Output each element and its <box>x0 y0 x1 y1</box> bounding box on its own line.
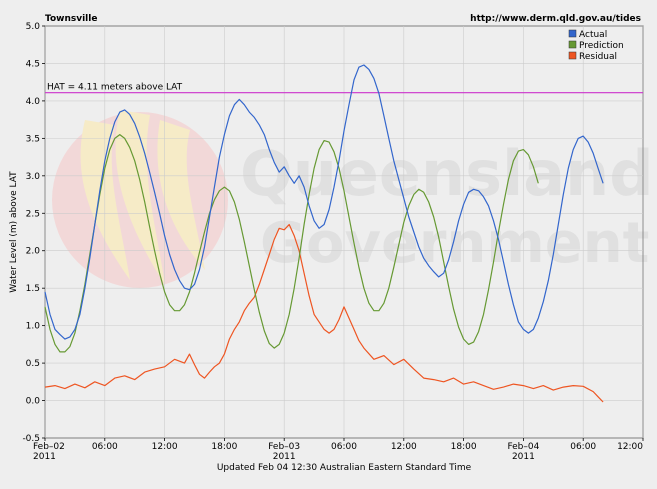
x-tick-sublabel: 2011 <box>33 452 56 462</box>
x-tick-sublabel: 2011 <box>273 452 296 462</box>
y-tick-label: 4.0 <box>26 97 41 107</box>
x-tick-label: 18:00 <box>211 442 237 452</box>
legend-label-residual: Residual <box>579 52 617 62</box>
series-lines <box>44 64 604 403</box>
series-line-prediction <box>44 134 539 353</box>
plot-area: HAT = 4.11 meters above LAT -0.5 0.0 0.5 1.… <box>22 22 644 462</box>
y-axis-label: Water Level (m) above LAT <box>9 171 19 293</box>
y-tick-label: 2.5 <box>26 209 40 219</box>
x-tick-label: 12:00 <box>152 442 178 452</box>
legend-swatch-prediction <box>568 40 577 49</box>
watermark-word-queensland: Queensland <box>240 137 654 210</box>
source-url: http://www.derm.qld.gov.au/tides <box>470 14 641 24</box>
legend-label-prediction: Prediction <box>579 41 624 51</box>
y-tick-label: 0.5 <box>26 359 40 369</box>
hat-label: HAT = 4.11 meters above LAT <box>47 83 183 93</box>
legend-label-actual: Actual <box>579 30 607 40</box>
y-tick-label: 3.0 <box>26 172 41 182</box>
footer-updated: Updated Feb 04 12:30 Australian Eastern … <box>217 463 472 473</box>
x-tick-label: 12:00 <box>391 442 417 452</box>
legend-swatch-residual <box>568 51 577 60</box>
x-tick-label: 12:00 <box>617 442 643 452</box>
y-tick-label: 0.0 <box>26 397 41 407</box>
x-tick-label: 06:00 <box>331 442 357 452</box>
x-tick-label: 18:00 <box>451 442 477 452</box>
series-line-residual <box>44 223 604 403</box>
x-tick-label: 06:00 <box>570 442 596 452</box>
x-tick-sublabel: 2011 <box>512 452 535 462</box>
watermark-flame <box>80 120 130 280</box>
watermark-word-government: Government <box>260 211 649 276</box>
y-tick-label: 1.5 <box>26 284 40 294</box>
queensland-government-watermark: Queensland Government <box>52 110 654 288</box>
y-tick-label: 2.0 <box>26 247 41 257</box>
watermark-flame <box>157 120 205 270</box>
x-tick-label: Feb–02 <box>33 442 65 452</box>
chart-title: Townsville <box>45 14 97 24</box>
y-tick-label: 4.5 <box>26 59 40 69</box>
legend-swatch-actual <box>568 29 577 38</box>
x-tick-label: Feb–03 <box>268 442 300 452</box>
x-tick-label: Feb–04 <box>507 442 539 452</box>
y-axis-ticks: -0.5 0.0 0.5 1.0 1.5 2.0 2.5 3.0 3.5 4.0 4.5 5.0 <box>22 22 45 444</box>
hat-line-group: HAT = 4.11 meters above LAT <box>45 83 643 94</box>
y-tick-label: -0.5 <box>22 434 40 444</box>
y-tick-label: 1.0 <box>26 322 41 332</box>
series-line-actual <box>44 64 604 340</box>
y-tick-label: 5.0 <box>26 22 41 32</box>
grid-lines <box>44 25 644 439</box>
x-tick-label: 06:00 <box>92 442 118 452</box>
y-tick-label: 3.5 <box>26 134 40 144</box>
